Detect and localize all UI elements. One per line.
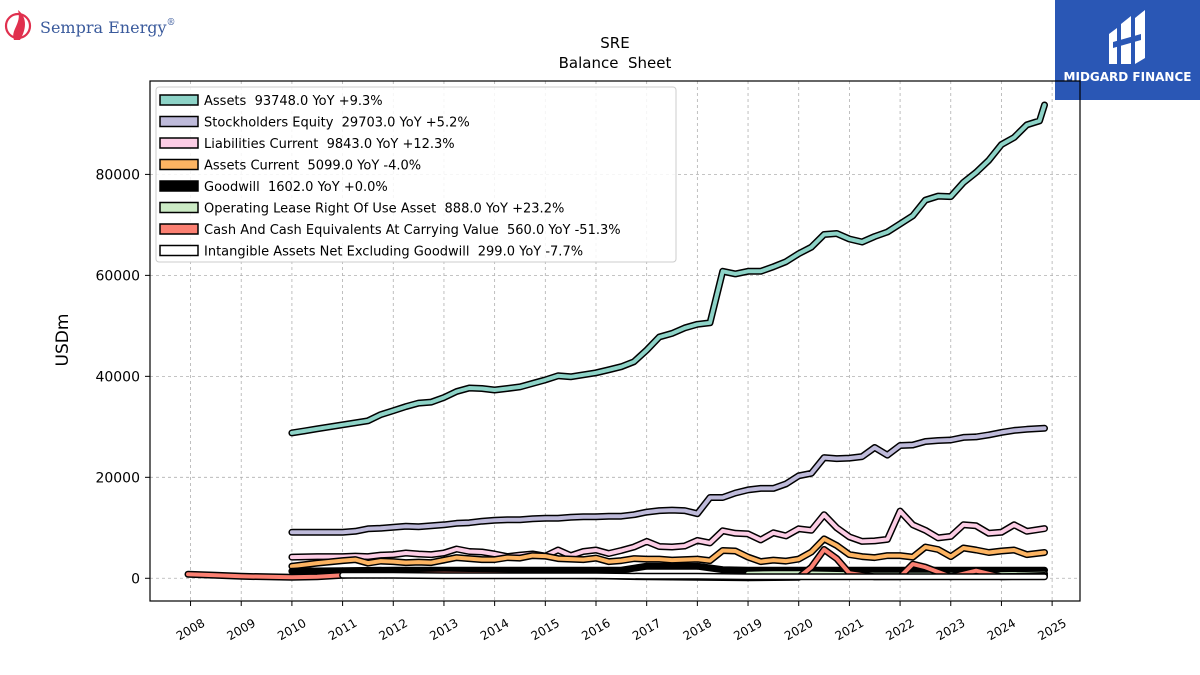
legend-entry-label: Goodwill 1602.0 YoY +0.0% <box>204 180 388 195</box>
x-tick-label: 2018 <box>681 616 714 643</box>
x-tick-label: 2015 <box>529 616 562 643</box>
x-tick-label: 2010 <box>275 616 308 643</box>
midgard-logo-text: MIDGARD FINANCE <box>1063 70 1192 84</box>
x-tick-label: 2023 <box>934 616 967 643</box>
legend[interactable]: Assets 93748.0 YoY +9.3% Stockholders Equ… <box>155 86 677 263</box>
x-tick-label: 2019 <box>731 616 764 643</box>
x-tick-label: 2017 <box>630 616 663 643</box>
sempra-logo: Sempra Energy® <box>4 6 194 46</box>
x-tick-label: 2020 <box>782 616 815 643</box>
series-line-1 <box>289 426 1047 535</box>
x-tick-label: 2009 <box>224 616 257 643</box>
series-line-4 <box>289 564 1047 574</box>
x-tick-label: 2021 <box>833 616 866 643</box>
legend-entry-label: Intangible Assets Net Excluding Goodwill… <box>204 245 583 260</box>
legend-entry-label: Stockholders Equity 29703.0 YoY +5.2% <box>204 116 470 131</box>
legend-swatch <box>159 201 199 214</box>
series-line-7 <box>340 573 1047 579</box>
midgard-emblem-icon <box>1109 10 1145 64</box>
y-tick-label: 80000 <box>95 167 140 183</box>
legend-entry-label: Liabilities Current 9843.0 YoY +12.3% <box>204 137 455 152</box>
y-tick-label: 60000 <box>95 268 140 284</box>
midgard-logo: MIDGARD FINANCE <box>1055 0 1200 100</box>
legend-swatch <box>159 244 199 257</box>
sempra-logo-text: Sempra Energy® <box>40 18 176 37</box>
legend-box <box>155 86 677 263</box>
plot-frame <box>149 80 1081 602</box>
x-tick-label: 2022 <box>883 616 916 643</box>
legend-swatch <box>159 115 199 128</box>
legend-swatch <box>159 223 199 235</box>
x-tick-label: 2024 <box>985 616 1018 643</box>
chart-title: SRE <box>600 34 629 52</box>
series-line-0 <box>289 103 1047 435</box>
legend-entry-label: Operating Lease Right Of Use Asset 888.0… <box>204 202 564 217</box>
x-tick-label: 2013 <box>427 616 460 643</box>
y-tick-label: 0 <box>131 571 140 587</box>
x-tick-label: 2016 <box>579 616 612 643</box>
legend-swatch <box>159 94 199 106</box>
series-outline <box>288 424 1048 536</box>
series-lines <box>184 101 1048 582</box>
legend-swatch <box>159 158 199 171</box>
legend-entry-label: Assets Current 5099.0 YoY -4.0% <box>204 159 421 174</box>
y-tick-label: 20000 <box>95 470 140 486</box>
x-tick-label: 2025 <box>1035 616 1068 643</box>
x-tick-label: 2014 <box>478 616 511 643</box>
chart-subtitle: Balance Sheet <box>559 54 672 72</box>
x-tick-label: 2012 <box>377 616 410 643</box>
series-line-3 <box>289 536 1047 569</box>
legend-swatch <box>159 137 199 149</box>
series-line-2 <box>289 509 1047 560</box>
legend-swatch <box>159 180 199 192</box>
y-axis-label: USDm <box>53 314 73 367</box>
legend-entry-label: Assets 93748.0 YoY +9.3% <box>204 94 383 109</box>
x-tick-label: 2011 <box>326 616 359 643</box>
y-tick-label: 40000 <box>95 369 140 385</box>
x-tick-label: 2008 <box>174 616 207 643</box>
legend-entry-label: Cash And Cash Equivalents At Carrying Va… <box>204 223 621 238</box>
sempra-flame-icon <box>4 10 32 40</box>
